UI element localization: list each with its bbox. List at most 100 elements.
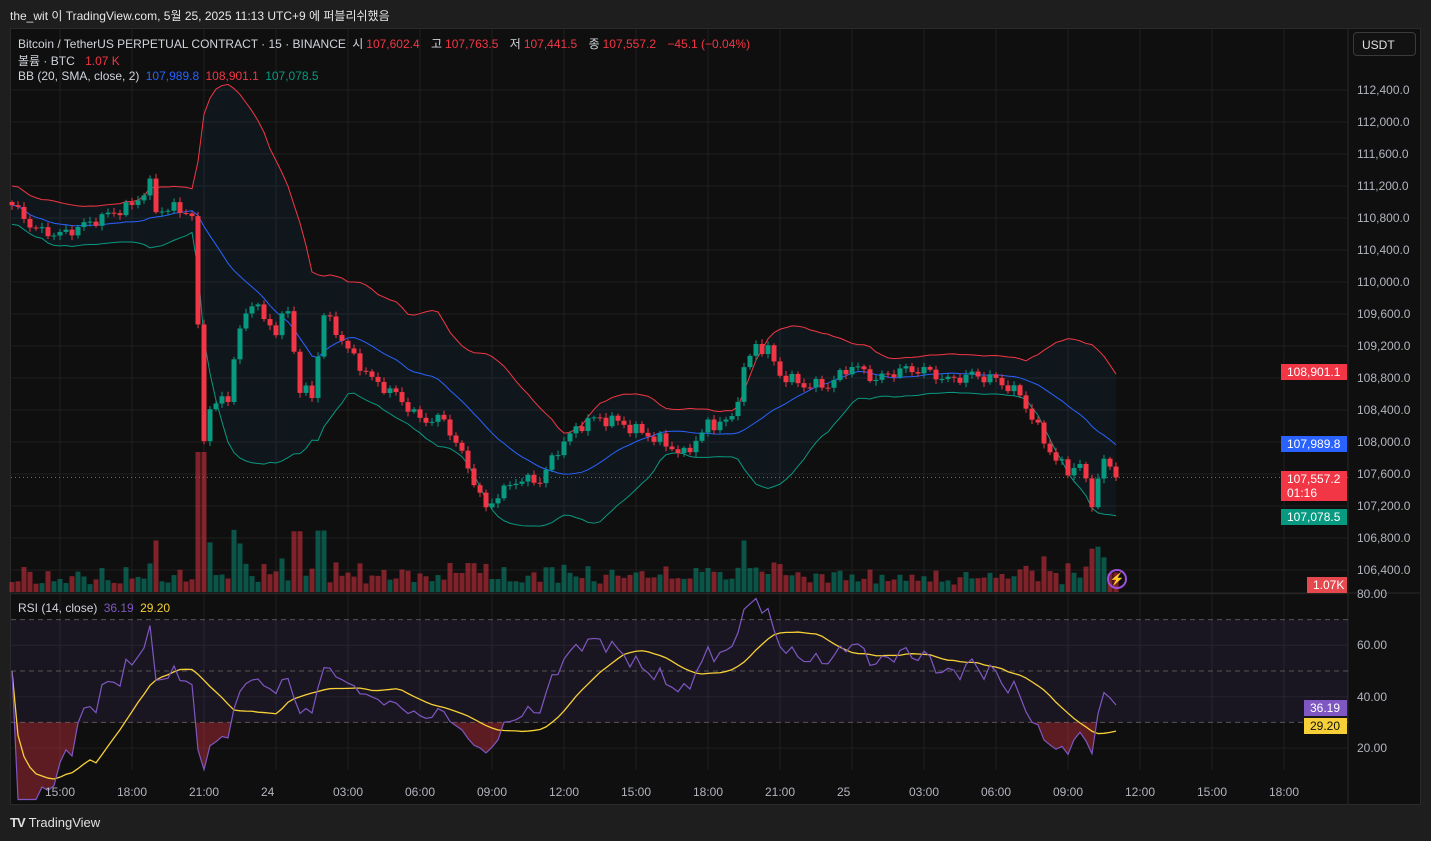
candle-body	[111, 212, 117, 214]
volume-bar	[1017, 569, 1023, 592]
tv-logo-icon: TV	[10, 815, 26, 830]
candle-body	[141, 195, 147, 201]
volume-bar	[711, 571, 717, 592]
candle-body	[261, 304, 267, 320]
volume-bar	[417, 573, 423, 592]
volume-bar	[561, 564, 567, 592]
rsi-legend[interactable]: RSI (14, close) 36.19 29.20	[18, 601, 173, 615]
candle-body	[123, 202, 129, 216]
volume-bar	[261, 564, 267, 592]
bb-legend[interactable]: BB (20, SMA, close, 2) 107,989.8 108,901…	[18, 69, 322, 83]
candle-body	[1005, 385, 1011, 392]
candle-body	[297, 351, 303, 393]
candle-body	[441, 414, 447, 420]
candle-body	[591, 417, 597, 419]
candle-body	[801, 383, 807, 388]
candle-body	[807, 387, 813, 389]
volume-legend[interactable]: 볼륨 · BTC 1.07 K	[18, 52, 123, 69]
candle-body	[855, 366, 861, 368]
candle-body	[519, 481, 525, 484]
volume-bar	[513, 581, 519, 592]
candle-body	[789, 373, 795, 383]
volume-bar	[819, 574, 825, 592]
volume-bar	[183, 581, 189, 592]
volume-bar	[99, 567, 105, 592]
bb-lower-value: 107,078.5	[265, 69, 319, 83]
candle-body	[93, 221, 99, 226]
candle-body	[951, 376, 957, 378]
bb-upper-line	[11, 83, 1117, 434]
volume-bar	[783, 575, 789, 592]
candle-body	[585, 418, 591, 432]
candle-body	[627, 424, 633, 434]
price-axis-label: 112,400.0	[1357, 83, 1410, 97]
candle-body	[21, 206, 27, 219]
candle-body	[231, 359, 237, 402]
candle-body	[723, 419, 729, 422]
open-label: 시	[352, 37, 364, 51]
volume-bar	[63, 583, 69, 592]
tradingview-logo[interactable]: TV TradingView	[10, 815, 100, 830]
candle-body	[501, 485, 507, 499]
volume-bar	[573, 576, 579, 592]
candle-body	[489, 503, 495, 508]
volume-bar	[927, 581, 933, 592]
volume-bar	[105, 580, 111, 592]
volume-bar	[1047, 571, 1053, 592]
price-axis-label: 108,000.0	[1357, 435, 1411, 449]
volume-bar	[297, 531, 303, 592]
volume-bar	[87, 584, 93, 592]
time-axis-label: 18:00	[1269, 785, 1300, 799]
volume-bar	[585, 566, 591, 592]
volume-bar	[243, 563, 249, 592]
last-price: 107,557.2	[1287, 472, 1341, 486]
chart-frame[interactable]	[10, 28, 1421, 805]
volume-bar	[1029, 570, 1035, 592]
volume-bar	[993, 577, 999, 592]
volume-bar	[579, 578, 585, 592]
volume-bar	[657, 574, 663, 592]
low-value: 107,441.5	[523, 37, 578, 51]
time-axis-label: 15:00	[1197, 785, 1228, 799]
volume-bar	[483, 563, 489, 592]
bb-upper-price-tag: 108,901.1	[1281, 364, 1347, 380]
candle-body	[879, 373, 885, 380]
symbol-title[interactable]: Bitcoin / TetherUS PERPETUAL CONTRACT · …	[18, 37, 346, 51]
candle-body	[783, 375, 789, 383]
candle-body	[843, 370, 849, 375]
candle-body	[813, 378, 819, 388]
volume-bar	[69, 576, 75, 592]
volume-bar	[531, 572, 537, 592]
candle-body	[39, 227, 45, 229]
volume-bar	[315, 530, 321, 592]
volume-bar	[1041, 556, 1047, 592]
volume-bar	[855, 581, 861, 592]
volume-bar	[1053, 572, 1059, 592]
candle-body	[987, 374, 993, 383]
candle-body	[465, 450, 471, 469]
volume-bar	[621, 577, 627, 592]
candle-body	[873, 379, 879, 382]
currency-button[interactable]: USDT	[1353, 32, 1416, 56]
time-axis-label: 03:00	[333, 785, 364, 799]
volume-bar	[609, 569, 615, 592]
candle-body	[633, 424, 639, 434]
volume-bar	[687, 578, 693, 592]
candle-body	[603, 417, 609, 427]
price-axis-label: 110,400.0	[1357, 243, 1410, 257]
candle-body	[1071, 467, 1077, 476]
volume-bar	[9, 582, 15, 592]
published-caption: the_wit 이 TradingView.com, 5월 25, 2025 1…	[10, 9, 390, 23]
volume-bar	[729, 578, 735, 592]
bb-basis-value: 107,989.8	[145, 69, 200, 83]
volume-bar	[351, 576, 357, 592]
candle-body	[345, 340, 351, 349]
candle-body	[651, 436, 657, 442]
volume-bar	[537, 581, 543, 592]
lightning-icon[interactable]: ⚡	[1107, 569, 1127, 589]
candle-body	[621, 420, 627, 425]
candle-body	[117, 213, 123, 216]
volume-bar	[717, 572, 723, 592]
volume-bar	[39, 583, 45, 592]
